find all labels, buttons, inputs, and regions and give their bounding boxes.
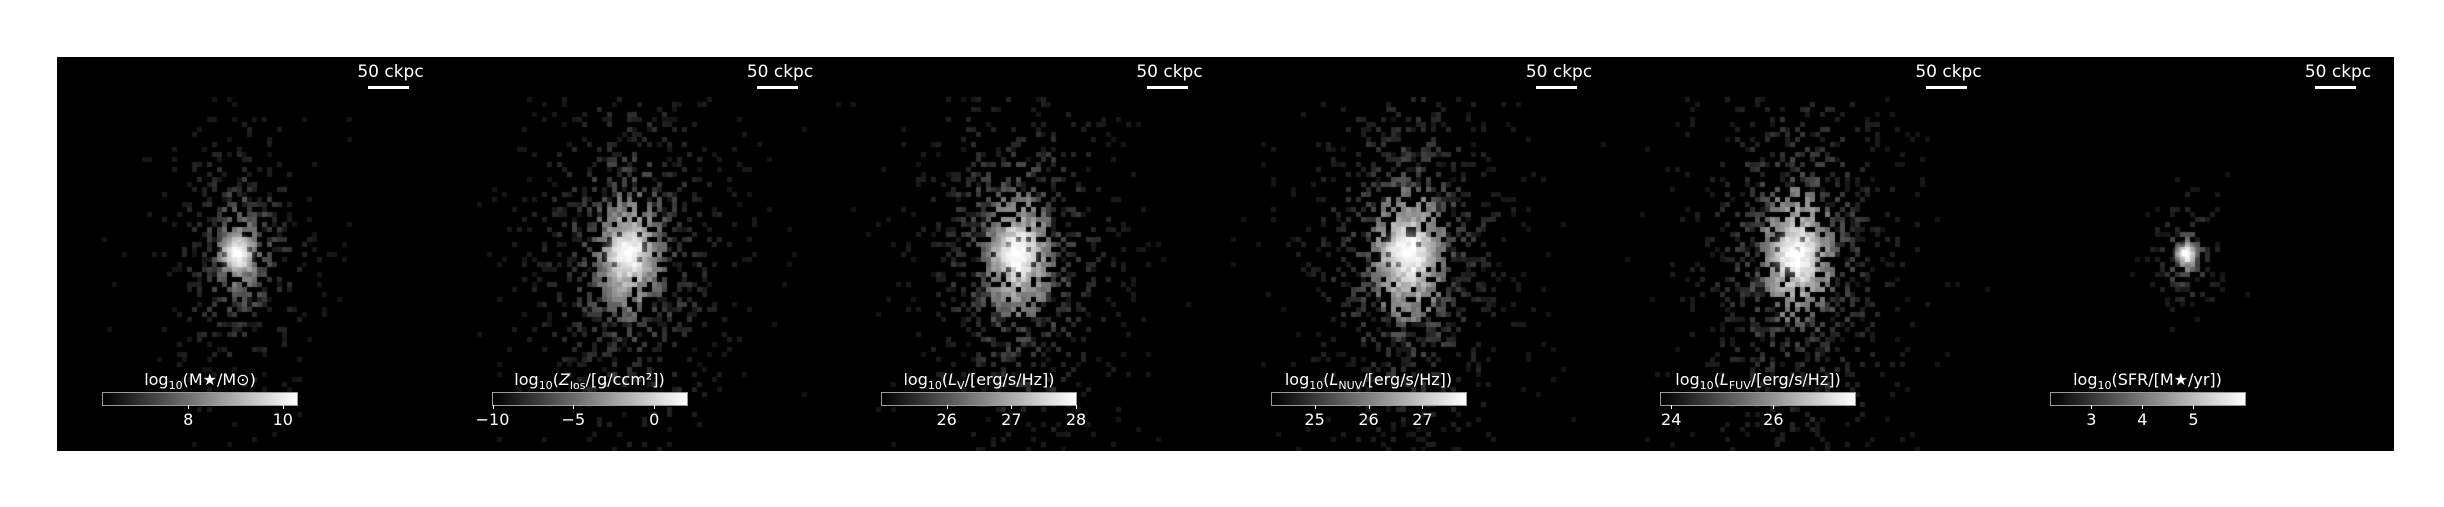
colorbar-title: log10(LNUV/[erg/s/Hz])	[1284, 370, 1453, 393]
map-panel-nuv-luminosity: 50 ckpc log10(LNUV/[erg/s/Hz]) 25 26 27	[1225, 57, 1615, 451]
colorbar-tick-label: 0	[649, 410, 660, 429]
colorbar-ticks: 8 10	[103, 405, 297, 431]
colorbar-gradient	[102, 392, 298, 406]
map-panel-metallicity: 50 ckpc log10(Zlos/[g/ccm²]) −10 −5 0	[446, 57, 836, 451]
colorbar-tick-label: 26	[936, 410, 957, 429]
colorbar-title: log10(M★/M⊙)	[144, 370, 256, 393]
colorbar-tick-label: −10	[475, 410, 510, 429]
colorbar-tick-label: 5	[2188, 410, 2199, 429]
colorbar-ticks: −10 −5 0	[476, 405, 687, 431]
colorbar-tick-label: 24	[1661, 410, 1682, 429]
colorbar-ticks: 3 4 5	[2051, 405, 2245, 431]
colorbar-gradient	[881, 392, 1077, 406]
colorbar-tick-label: 26	[1763, 410, 1784, 429]
scalebar-line	[1925, 86, 1967, 89]
scalebar-line	[1536, 86, 1577, 89]
colorbar-ticks: 26 27 28	[882, 405, 1086, 431]
scalebar-line	[367, 86, 409, 89]
pixel-map-v-band-luminosity	[836, 57, 1226, 451]
colorbar-ticks: 24 26	[1661, 405, 1855, 431]
scalebar-line	[1146, 86, 1188, 89]
map-panel-star-formation-rate: 50 ckpc log10(SFR/[M★/yr]) 3 4 5	[2004, 57, 2394, 451]
scalebar-label: 50 ckpc	[357, 62, 424, 82]
pixel-map-star-formation-rate	[2004, 57, 2394, 451]
scalebar-line	[2315, 86, 2356, 89]
scalebar-label: 50 ckpc	[1915, 62, 1982, 82]
colorbar-tick-label: 27	[1001, 410, 1022, 429]
colorbar-gradient	[1270, 392, 1467, 406]
pixel-map-metallicity	[446, 57, 836, 451]
colorbar-title: log10(LV/[erg/s/Hz])	[903, 370, 1055, 393]
colorbar-gradient	[1660, 392, 1856, 406]
colorbar-tick-label: 26	[1358, 410, 1379, 429]
image-strip: 50 ckpc log10(M★/M⊙) 8 10 50 ckpc log10(Zlos/…	[57, 57, 2394, 451]
colorbar-gradient	[491, 392, 688, 406]
colorbar-title: log10(SFR/[M★/yr])	[2073, 370, 2222, 393]
colorbar-tick-label: 25	[1304, 410, 1325, 429]
colorbar-title: log10(LFUV/[erg/s/Hz])	[1675, 370, 1841, 393]
colorbar-tick-label: −5	[561, 410, 586, 429]
scalebar-label: 50 ckpc	[1136, 62, 1203, 82]
scalebar-line	[757, 86, 798, 89]
colorbar-tick-label: 4	[2137, 410, 2148, 429]
pixel-map-nuv-luminosity	[1225, 57, 1615, 451]
colorbar-tick-label: 3	[2086, 410, 2097, 429]
scalebar-label: 50 ckpc	[1525, 62, 1593, 82]
map-panel-v-band-luminosity: 50 ckpc log10(LV/[erg/s/Hz]) 26 27 28	[836, 57, 1226, 451]
colorbar-tick-label: 27	[1412, 410, 1433, 429]
colorbar-tick-label: 10	[272, 410, 293, 429]
colorbar-ticks: 25 26 27	[1272, 405, 1466, 431]
scalebar-label: 50 ckpc	[746, 62, 814, 82]
map-panel-stellar-mass: 50 ckpc log10(M★/M⊙) 8 10	[57, 57, 447, 451]
scalebar-label: 50 ckpc	[2304, 62, 2372, 82]
colorbar-tick-label: 28	[1065, 410, 1087, 429]
pixel-map-stellar-mass	[57, 57, 447, 451]
map-panel-fuv-luminosity: 50 ckpc log10(LFUV/[erg/s/Hz]) 24 26	[1615, 57, 2005, 451]
colorbar-gradient	[2049, 392, 2246, 406]
colorbar-title: log10(Zlos/[g/ccm²])	[514, 370, 665, 393]
colorbar-tick-label: 8	[183, 410, 194, 429]
pixel-map-fuv-luminosity	[1615, 57, 2005, 451]
